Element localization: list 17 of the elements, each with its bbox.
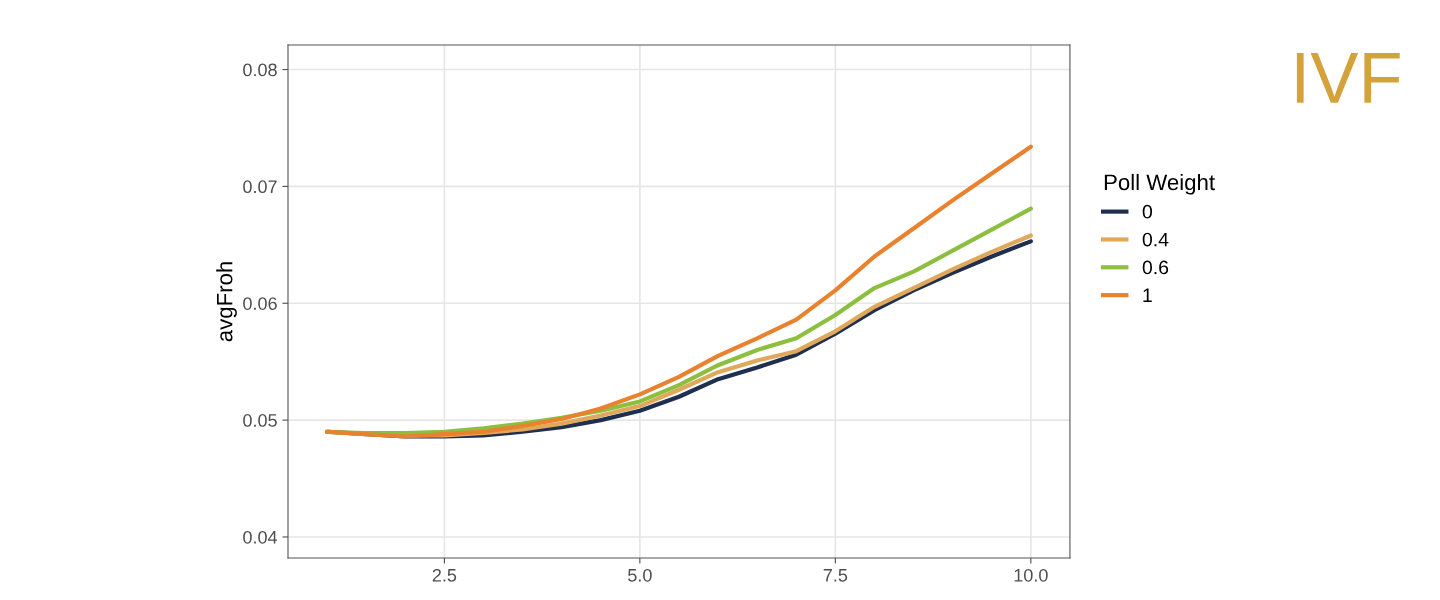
y-tick-label: 0.04 [243, 530, 278, 544]
x-tick-label: 10.0 [1014, 568, 1048, 582]
y-tick-label: 0.06 [243, 297, 277, 310]
y-tick-label: 0.07 [243, 180, 277, 194]
y-tick-label: 0.08 [243, 63, 277, 77]
text: IVF [1296, 52, 1400, 103]
line-series [325, 144, 1033, 439]
x-tick-label: 7.5 [823, 569, 848, 582]
x-tick-label: 2.5 [432, 568, 457, 582]
y-tick-label: 0.05 [243, 414, 277, 427]
y-axis-title: avgFroh [216, 262, 237, 342]
x-tick-label: 5.0 [628, 568, 652, 582]
legend-title: Poll Weight [1104, 173, 1215, 195]
legend-label: 0 [1142, 204, 1152, 219]
legend-label: 0.6 [1142, 260, 1169, 275]
legend-label: 1 [1143, 288, 1152, 302]
legend-label: 0.4 [1142, 232, 1169, 247]
